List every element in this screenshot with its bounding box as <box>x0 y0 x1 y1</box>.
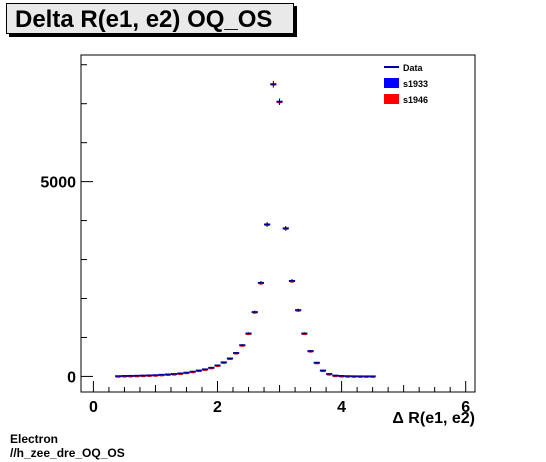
data-point <box>127 374 134 378</box>
data-point <box>201 368 209 371</box>
x-axis-ticks: 0 2 4 6 <box>89 381 470 416</box>
data-point <box>369 375 376 378</box>
data-point <box>264 222 271 227</box>
data-point <box>164 373 171 376</box>
legend-entry-label: s1946 <box>403 95 428 105</box>
data-point <box>170 373 178 376</box>
data-point <box>295 308 302 312</box>
data-point <box>357 375 364 378</box>
data-point <box>344 375 351 378</box>
data-point <box>245 332 252 336</box>
y-tick-label: 5000 <box>40 175 76 192</box>
data-point <box>313 361 320 365</box>
x-tick-label: 0 <box>89 399 98 416</box>
axes-frame <box>80 54 476 393</box>
plot-frame <box>80 54 476 393</box>
legend-swatch-box <box>384 94 399 104</box>
data-point <box>177 372 184 375</box>
data-point <box>195 369 202 373</box>
data-point <box>158 373 165 377</box>
data-point <box>220 361 227 364</box>
data-point <box>183 371 190 375</box>
y-tick-label: 0 <box>67 369 76 386</box>
data-point <box>226 357 234 360</box>
data-point <box>239 344 246 347</box>
legend: Data s1933 s1946 <box>384 63 428 105</box>
data-point <box>121 375 128 378</box>
data-point <box>251 310 258 314</box>
data-point <box>307 350 314 353</box>
data-point <box>332 374 339 378</box>
x-tick-label: 2 <box>213 399 222 416</box>
data-point <box>133 374 140 378</box>
chart-title: Delta R(e1, e2) OQ_OS <box>15 6 273 33</box>
legend-entry-label: s1933 <box>403 79 428 89</box>
data-point <box>276 98 283 106</box>
data-point <box>288 279 296 283</box>
data-point <box>257 281 265 285</box>
footer-line-1: Electron <box>10 432 59 446</box>
x-tick-label: 6 <box>461 399 470 416</box>
data-point <box>152 374 159 377</box>
title-box: Delta R(e1, e2) OQ_OS <box>6 3 294 34</box>
legend-swatch-box <box>384 78 399 88</box>
y-axis-ticks: 0 5000 <box>40 64 93 386</box>
x-axis-label: Δ R(e1, e2) <box>392 410 475 427</box>
legend-entry-label: Data <box>403 63 424 73</box>
data-point <box>338 375 345 378</box>
data-point <box>363 375 370 378</box>
data-point <box>301 332 308 336</box>
x-tick-label: 4 <box>337 399 346 416</box>
data-point <box>214 364 221 368</box>
data-points <box>115 80 376 378</box>
data-point <box>326 373 333 376</box>
data-point <box>115 375 122 378</box>
data-point <box>189 370 196 374</box>
data-point <box>319 369 327 373</box>
footer-line-2: //h_zee_dre_OQ_OS <box>10 446 125 460</box>
data-point <box>208 366 215 370</box>
data-point <box>282 225 289 231</box>
data-point <box>233 352 240 355</box>
data-point <box>139 374 147 378</box>
data-point <box>350 375 358 378</box>
data-point <box>270 80 277 88</box>
data-point <box>146 374 153 377</box>
